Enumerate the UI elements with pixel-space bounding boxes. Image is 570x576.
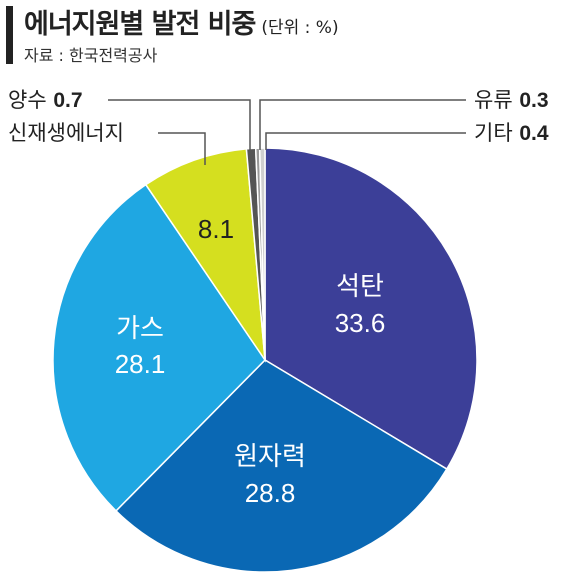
leader-line-etc <box>265 132 466 150</box>
title-accent-bar <box>6 6 13 64</box>
label-oil-name: 유류 <box>474 88 513 112</box>
pie-slice-nuclear <box>114 359 448 573</box>
slice-label-coal-value: 33.6 <box>335 308 386 338</box>
source-note: 자료 : 한국전력공사 <box>24 46 158 65</box>
unit-label: (단위 : %) <box>261 18 339 38</box>
leader-line-renewable <box>158 132 206 165</box>
label-oil: 유류 0.3 <box>474 88 549 113</box>
pie-slices <box>52 147 478 573</box>
label-pumped-value: 0.7 <box>53 89 83 112</box>
slice-label-renewable-value: 8.1 <box>198 214 234 244</box>
pie-slice-gas <box>52 183 266 512</box>
label-etc-value: 0.4 <box>519 122 549 145</box>
label-etc-name: 기타 <box>474 121 513 145</box>
label-renewable-name: 신재생에너지 <box>8 121 124 145</box>
slice-label-gas-name: 가스 <box>116 313 164 343</box>
slice-label-nuclear-name: 원자력 <box>234 441 306 471</box>
label-etc: 기타 0.4 <box>474 121 549 146</box>
label-pumped-name: 양수 <box>8 88 47 112</box>
leader-lines <box>108 99 466 165</box>
label-oil-value: 0.3 <box>519 89 549 112</box>
pie-slice-coal <box>264 147 478 471</box>
slice-label-nuclear-value: 28.8 <box>245 478 296 508</box>
slice-label-coal-name: 석탄 <box>336 271 384 301</box>
chart-title: 에너지원별 발전 비중 (단위 : %) <box>24 2 339 41</box>
label-renewable: 신재생에너지 <box>8 121 124 145</box>
slice-label-gas-value: 28.1 <box>115 349 166 379</box>
leader-line-oil <box>259 99 466 150</box>
chart-title-text: 에너지원별 발전 비중 <box>24 9 256 40</box>
pie-slice-renewable <box>144 148 267 363</box>
label-pumped: 양수 0.7 <box>8 88 83 113</box>
leader-line-pumped <box>108 99 251 150</box>
